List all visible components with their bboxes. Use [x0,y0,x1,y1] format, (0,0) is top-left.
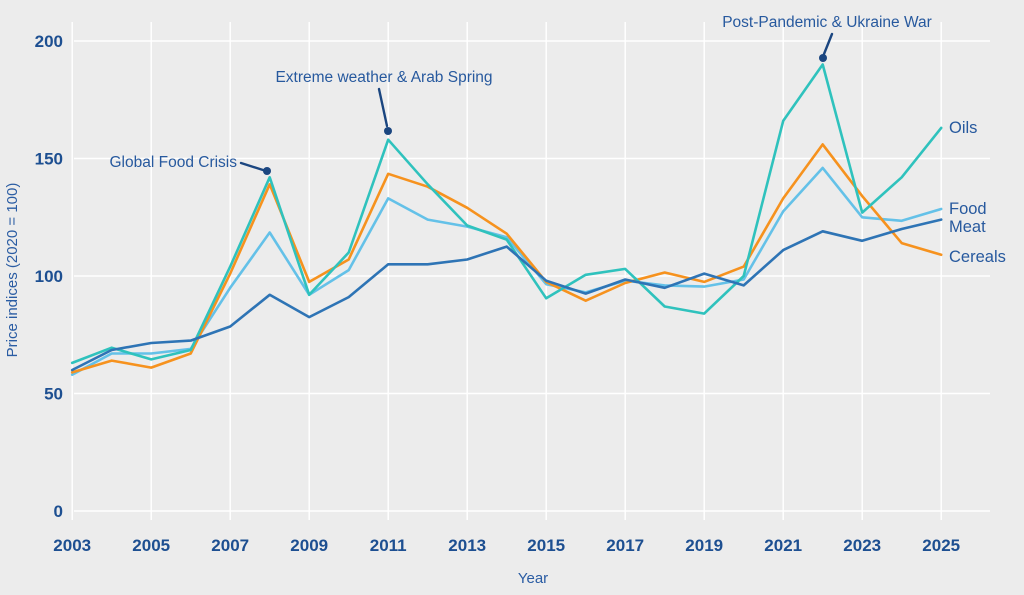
annotation-label: Extreme weather & Arab Spring [275,69,492,86]
y-tick-label: 150 [35,150,63,169]
series-lines [70,63,943,377]
gridlines [71,22,990,520]
series-label-cereals: Cereals [949,248,1006,266]
series-line-meat [70,218,943,372]
series-line-food [70,166,943,377]
annotation-label: Post-Pandemic & Ukraine War [722,14,932,31]
annotation-dot [263,167,271,175]
annotation-dot [384,127,392,135]
x-tick-label: 2023 [843,536,881,555]
series-label-oils: Oils [949,119,977,137]
x-axis-title: Year [518,570,548,587]
event-annotations: Global Food Crisis Extreme weather & Arab… [110,14,932,175]
x-tick-label: 2015 [527,536,565,555]
annotation-connector [822,32,834,56]
axis-tick-labels: 0 50 100 150 200 2003 2005 2007 2009 2011 2013 2015… [35,32,960,555]
x-tick-label: 2013 [448,536,486,555]
series-line-oils [70,63,943,365]
y-tick-label: 200 [35,32,63,51]
x-tick-label: 2019 [685,536,723,555]
x-tick-label: 2021 [764,536,802,555]
series-end-labels: Food Cereals Oils Meat [949,119,1006,266]
x-tick-label: 2025 [922,536,960,555]
y-tick-label: 50 [44,385,63,404]
annotation-label: Global Food Crisis [110,154,238,171]
annotation-connector [239,161,265,172]
y-tick-label: 100 [35,267,63,286]
x-tick-label: 2007 [211,536,249,555]
x-tick-label: 2011 [370,536,407,555]
x-tick-label: 2017 [606,536,644,555]
annotation-connector [377,87,389,128]
x-tick-label: 2009 [290,536,328,555]
x-tick-label: 2005 [132,536,170,555]
series-line-cereals [70,143,943,374]
y-tick-label: 0 [54,502,63,521]
x-tick-label: 2003 [53,536,91,555]
series-label-meat: Meat [949,218,986,236]
series-label-food: Food [949,200,987,218]
y-axis-title: Price indices (2020 = 100) [4,183,21,358]
annotation-dot [819,54,827,62]
